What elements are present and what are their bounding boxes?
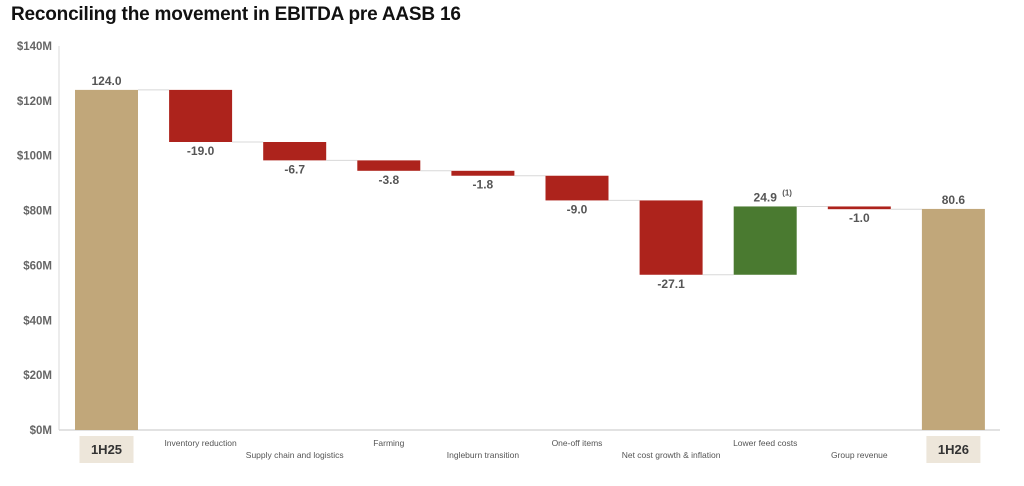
y-tick-label: $0M (30, 425, 52, 437)
bar-net-cost-growth-inflation (639, 200, 703, 275)
data-label: -6.7 (284, 162, 305, 176)
y-tick-label: $120M (17, 96, 52, 108)
category-label: 1H25 (91, 442, 122, 457)
y-tick-label: $140M (17, 41, 52, 53)
y-tick-label: $60M (23, 260, 52, 272)
category-label: 1H26 (938, 442, 969, 457)
bar-1h26 (921, 208, 985, 430)
data-label: -27.1 (657, 277, 685, 291)
data-label: 124.0 (91, 74, 121, 88)
chart-title: Reconciling the movement in EBITDA pre A… (11, 4, 461, 25)
category-label-box (926, 436, 981, 463)
y-tick-label: $100M (17, 151, 52, 163)
category-label: Lower feed costs (733, 438, 797, 448)
data-label: 24.9 (754, 190, 778, 204)
category-label: Farming (373, 438, 404, 448)
data-label: 80.6 (942, 193, 966, 207)
bar-ingleburn-transition (451, 170, 515, 176)
category-label: One-off items (552, 438, 603, 448)
y-tick-label: $80M (23, 206, 52, 218)
data-label: -19.0 (187, 144, 215, 158)
bar-lower-feed-costs (733, 206, 797, 275)
bar-farming (357, 160, 421, 171)
bar-1h25 (75, 89, 138, 430)
footnote-marker: (1) (782, 188, 792, 197)
category-label-box (79, 436, 134, 463)
category-label: Group revenue (831, 450, 888, 460)
data-label: -9.0 (567, 202, 588, 216)
y-tick-label: $20M (23, 370, 52, 382)
category-label: Supply chain and logistics (246, 450, 344, 460)
data-label: -1.8 (473, 178, 494, 192)
bar-supply-chain-and-logistics (263, 142, 327, 161)
bar-inventory-reduction (169, 89, 233, 142)
category-label: Ingleburn transition (447, 450, 520, 460)
y-tick-label: $40M (23, 315, 52, 327)
data-label: -3.8 (378, 173, 399, 187)
bar-one-off-items (545, 175, 609, 201)
category-label: Inventory reduction (164, 438, 237, 448)
data-label: -1.0 (849, 211, 870, 225)
category-label: Net cost growth & inflation (622, 450, 721, 460)
bar-group-revenue (827, 206, 891, 210)
